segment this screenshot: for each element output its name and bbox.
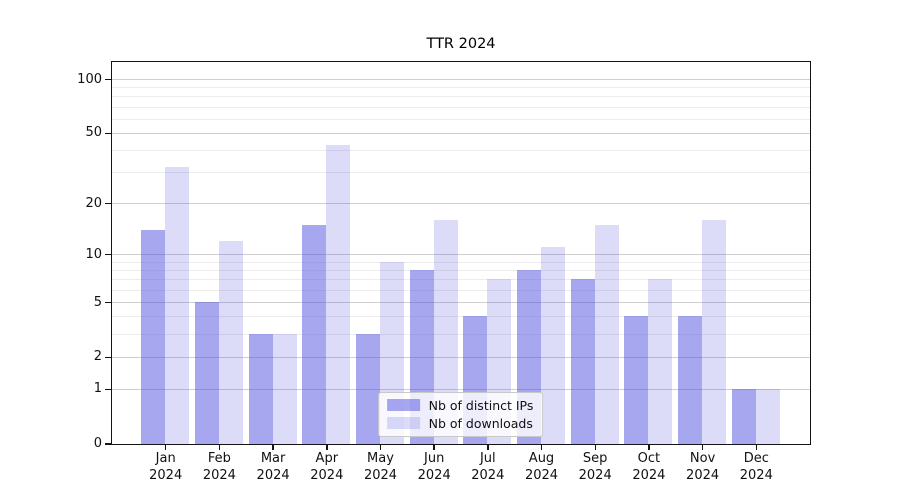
x-tick-mark-oct [648, 444, 650, 450]
y-tick-mark-1 [105, 388, 112, 390]
gridline-minor-9 [111, 261, 810, 263]
bar-downloads-nov [702, 219, 727, 444]
gridline-minor-40 [111, 150, 810, 152]
gridline-major-100 [111, 79, 810, 80]
x-tick-mark-sep [594, 444, 596, 450]
y-tick-mark-2 [105, 356, 112, 358]
x-tick-label-oct: Oct 2024 [632, 451, 666, 483]
y-tick-mark-5 [105, 301, 112, 304]
gridline-minor-7 [111, 279, 810, 281]
gridline-minor-60 [111, 118, 810, 120]
gridline-major-20 [111, 203, 810, 204]
x-tick-label-nov: Nov 2024 [686, 451, 720, 483]
y-tick-label-0: 0 [93, 436, 102, 451]
y-tick-label-20: 20 [85, 195, 102, 211]
gridline-major-1 [111, 388, 810, 390]
bar-downloads-feb [218, 240, 243, 444]
bar-distinct-ips-sep [570, 279, 595, 444]
bar-downloads-sep [594, 224, 619, 444]
legend-item-distinct-ips: Nb of distinct IPs [386, 397, 534, 413]
gridline-major-2 [111, 356, 810, 358]
gridline-major-5 [111, 302, 810, 303]
gridline-minor-80 [111, 96, 810, 98]
x-tick-label-jun: Jun 2024 [417, 451, 451, 483]
y-tick-mark-0 [105, 443, 112, 445]
x-tick-mark-apr [326, 444, 328, 450]
legend-label-downloads: Nb of downloads [428, 415, 533, 431]
bar-downloads-oct [648, 279, 673, 444]
chart-title: TTR 2024 [426, 36, 496, 52]
x-tick-mark-nov [701, 444, 704, 450]
x-tick-mark-jun [433, 444, 435, 450]
x-tick-label-jan: Jan 2024 [149, 451, 183, 483]
y-tick-label-2: 2 [93, 349, 102, 365]
x-tick-label-sep: Sep 2024 [578, 451, 612, 483]
bar-distinct-ips-nov [678, 316, 703, 444]
y-tick-label-10: 10 [85, 246, 102, 262]
gridline-minor-6 [111, 289, 810, 291]
plot-area: Nb of distinct IPs Nb of downloads [110, 60, 811, 445]
y-tick-mark-50 [105, 132, 112, 135]
x-tick-label-dec: Dec 2024 [739, 451, 773, 483]
x-tick-label-mar: Mar 2024 [256, 451, 290, 483]
bar-distinct-ips-mar [248, 334, 273, 444]
x-tick-label-jul: Jul 2024 [471, 451, 505, 483]
y-tick-label-100: 100 [77, 71, 102, 87]
legend-item-downloads: Nb of downloads [386, 415, 534, 431]
bar-distinct-ips-may [356, 334, 380, 444]
bar-distinct-ips-feb [194, 302, 219, 444]
gridline-major-50 [111, 132, 810, 134]
y-tick-label-1: 1 [93, 381, 102, 397]
x-tick-mark-feb [218, 444, 221, 450]
gridline-minor-3 [111, 334, 810, 335]
bar-downloads-jan [165, 167, 190, 444]
bar-distinct-ips-jan [141, 229, 166, 444]
x-tick-label-feb: Feb 2024 [202, 451, 236, 483]
legend-label-distinct-ips: Nb of distinct IPs [428, 397, 534, 413]
y-tick-mark-20 [105, 202, 112, 205]
x-tick-mark-may [379, 444, 382, 450]
gridline-minor-4 [111, 316, 810, 318]
legend: Nb of distinct IPs Nb of downloads [377, 391, 544, 437]
x-tick-mark-mar [272, 444, 274, 450]
y-tick-mark-10 [105, 253, 112, 256]
legend-swatch-distinct-ips [386, 399, 420, 411]
gridline-minor-70 [111, 106, 810, 108]
bar-downloads-apr [326, 144, 351, 444]
y-tick-label-5: 5 [93, 294, 102, 310]
y-tick-mark-100 [105, 78, 112, 81]
x-tick-mark-jan [164, 444, 167, 450]
gridline-major-10 [111, 254, 810, 256]
bar-distinct-ips-apr [302, 224, 327, 444]
legend-swatch-downloads [386, 417, 420, 429]
x-tick-label-aug: Aug 2024 [524, 451, 559, 483]
gridline-minor-8 [111, 269, 810, 271]
y-tick-label-50: 50 [85, 125, 102, 141]
gridline-minor-90 [111, 87, 810, 89]
bar-downloads-mar [272, 334, 297, 444]
x-tick-mark-dec [755, 444, 758, 450]
bar-downloads-aug [541, 247, 565, 444]
gridline-minor-30 [111, 172, 810, 174]
bar-distinct-ips-oct [624, 316, 649, 444]
bar-downloads-dec [755, 388, 780, 444]
x-tick-label-may: May 2024 [363, 451, 398, 483]
x-tick-label-apr: Apr 2024 [310, 451, 344, 483]
x-tick-mark-aug [540, 444, 543, 450]
x-tick-mark-jul [487, 444, 489, 450]
bar-distinct-ips-dec [731, 388, 756, 444]
